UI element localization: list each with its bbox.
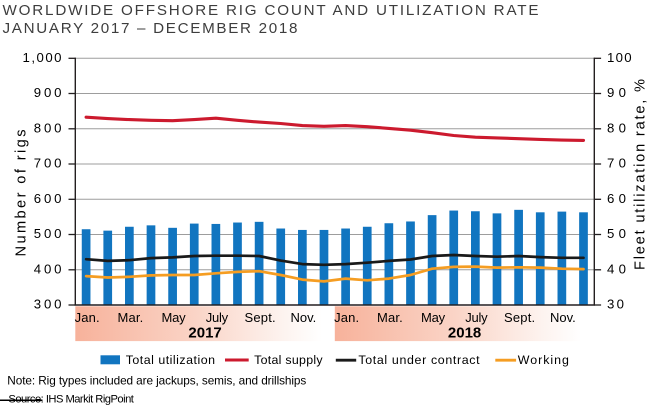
svg-text:Sept.: Sept.	[504, 310, 535, 325]
svg-text:2017: 2017	[188, 325, 221, 342]
svg-text:Mar.: Mar.	[377, 310, 403, 325]
svg-text:Source: IHS Markit RigPoint: Source: IHS Markit RigPoint	[8, 394, 134, 406]
svg-text:May: May	[162, 310, 187, 325]
svg-text:Jan.: Jan.	[334, 310, 359, 325]
svg-text:Nov.: Nov.	[550, 310, 576, 325]
svg-text:Mar.: Mar.	[118, 310, 144, 325]
svg-text:Nov.: Nov.	[291, 310, 317, 325]
svg-text:May: May	[421, 310, 446, 325]
svg-text:Total utilization: Total utilization	[126, 353, 215, 367]
svg-text:500: 500	[34, 226, 62, 241]
svg-text:Jan.: Jan.	[75, 310, 100, 325]
svg-text:Note: Rig types included are j: Note: Rig types included are jackups, se…	[7, 373, 306, 387]
svg-text:900: 900	[34, 85, 62, 100]
svg-text:2018: 2018	[448, 325, 481, 342]
svg-text:July: July	[206, 310, 229, 325]
svg-text:100: 100	[607, 50, 632, 65]
svg-text:600: 600	[34, 191, 62, 206]
svg-text:800: 800	[34, 120, 62, 135]
svg-text:300: 300	[34, 297, 62, 312]
svg-text:July: July	[465, 310, 488, 325]
svg-text:Working: Working	[518, 353, 569, 367]
svg-text:1,000: 1,000	[23, 50, 62, 65]
svg-text:Total supply: Total supply	[254, 353, 323, 367]
svg-text:Total under contract: Total under contract	[358, 353, 480, 367]
svg-text:700: 700	[34, 156, 62, 171]
svg-text:Sept.: Sept.	[245, 310, 276, 325]
svg-text:400: 400	[34, 261, 62, 276]
svg-text:JANUARY 2017 – DECEMBER 2018: JANUARY 2017 – DECEMBER 2018	[3, 20, 298, 37]
